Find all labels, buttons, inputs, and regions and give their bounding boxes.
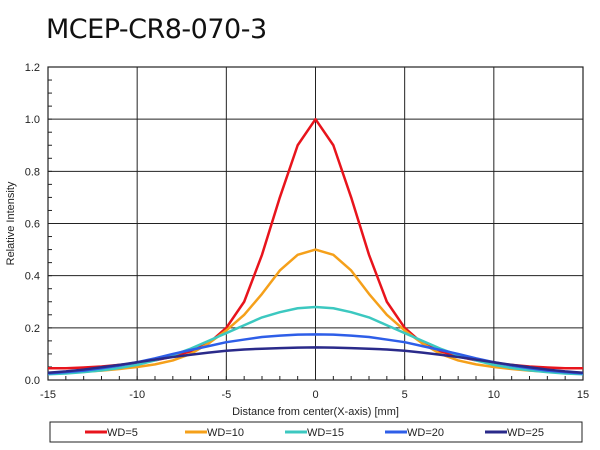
legend-label: WD=10 (207, 427, 244, 439)
x-tick-label: 5 (402, 389, 408, 401)
x-tick-label: -5 (221, 389, 231, 401)
series-line-wd-25 (47, 346, 584, 374)
x-tick-label: 10 (488, 389, 500, 401)
chart-title: MCEP-CR8-070-3 (46, 14, 267, 45)
x-tick-label: 15 (577, 389, 589, 401)
legend (49, 421, 583, 443)
x-tick-label: -10 (129, 389, 145, 401)
legend-label: WD=15 (307, 427, 344, 439)
y-axis-label: Relative Intensity (5, 181, 17, 265)
x-axis-label: Distance from center(X-axis) [mm] (232, 406, 399, 418)
y-tick-label: 0.0 (25, 375, 40, 387)
y-tick-label: 1.0 (25, 114, 40, 126)
legend-label: WD=20 (407, 427, 444, 439)
y-tick-label: 0.8 (25, 166, 40, 178)
y-tick-label: 0.4 (25, 271, 40, 283)
x-tick-label: 0 (312, 389, 318, 401)
x-tick-label: -15 (40, 389, 56, 401)
y-tick-label: 0.6 (25, 219, 40, 231)
y-tick-label: 1.2 (25, 62, 40, 74)
y-tick-label: 0.2 (25, 323, 40, 335)
series-line-wd-15 (47, 305, 584, 376)
legend-label: WD=25 (507, 427, 544, 439)
series-line-wd-10 (47, 248, 584, 374)
legend-label: WD=5 (107, 427, 138, 439)
